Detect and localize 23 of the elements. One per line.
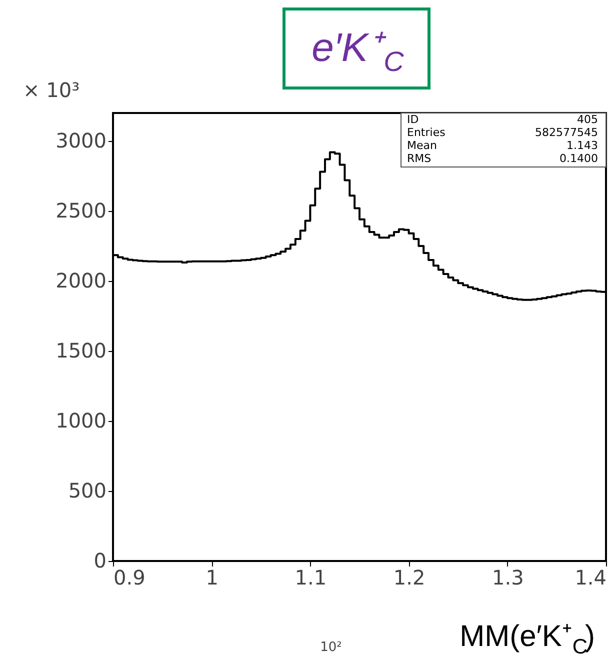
y-tick-label: 2500	[56, 198, 106, 222]
x-tick-label: 0.9	[114, 566, 146, 590]
annotation: 405	[577, 113, 598, 126]
y-axis-title: × 10³	[23, 78, 80, 102]
annotation: Mean	[407, 139, 437, 152]
y-tick-label: 0	[94, 548, 106, 572]
annotation: ID	[407, 113, 419, 126]
y-tick-label: 3000	[56, 128, 106, 152]
text: 10²	[320, 640, 342, 655]
x-tick-label: 1.3	[492, 566, 524, 590]
x-tick-label: 1.1	[294, 566, 327, 590]
x-tick-label: 1	[206, 566, 218, 590]
x-tick-label: 1.4	[574, 566, 606, 590]
y-tick-label: 1000	[56, 408, 106, 432]
annotation: Entries	[407, 126, 446, 139]
annotation: 582577545	[535, 126, 598, 139]
annotation: RMS	[407, 152, 432, 165]
x-tick-label: 1.2	[393, 566, 426, 590]
y-tick-label: 1500	[56, 338, 106, 362]
y-tick-label: 500	[68, 478, 106, 502]
y-tick-label: 2000	[56, 268, 106, 292]
annotation: 1.143	[566, 139, 598, 152]
annotation: 0.1400	[560, 152, 598, 165]
